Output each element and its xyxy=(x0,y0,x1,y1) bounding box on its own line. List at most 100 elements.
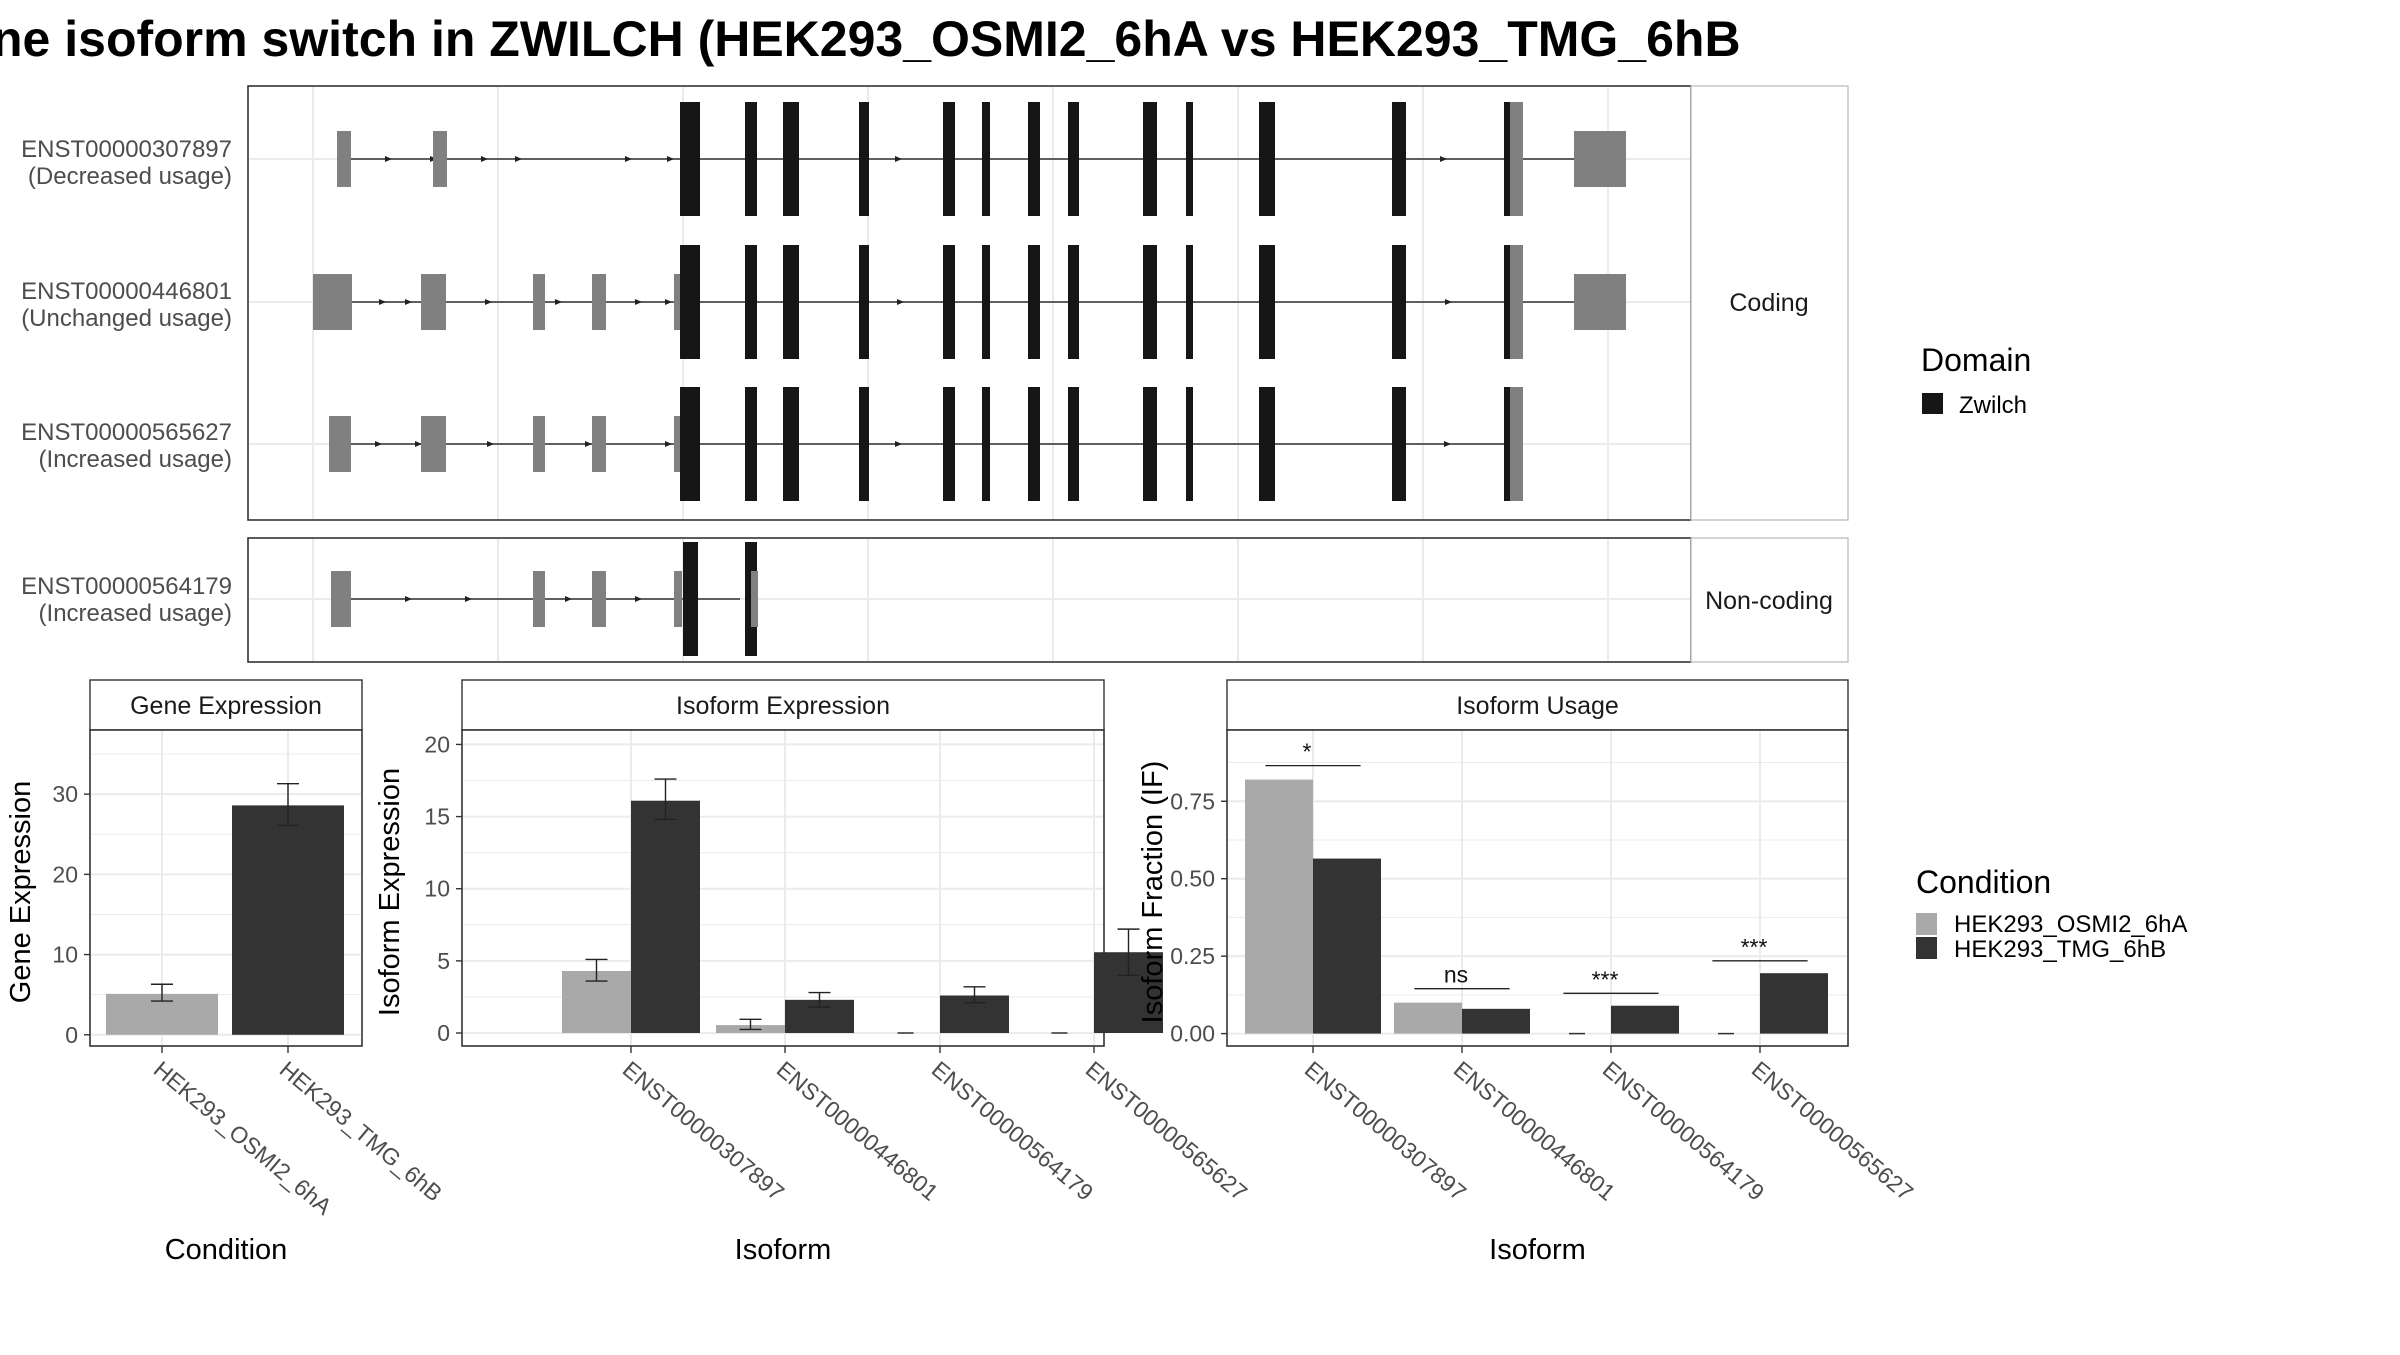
domain-legend-title: Domain xyxy=(1921,342,2031,378)
track-id-2: ENST00000446801 xyxy=(21,278,232,305)
domain-legend-swatch xyxy=(1922,393,1943,414)
chart-strip xyxy=(1226,679,1849,731)
exon-domain-zwilch xyxy=(1143,102,1157,216)
exon-domain-zwilch xyxy=(1392,102,1406,216)
facet-strip-noncoding xyxy=(1690,537,1849,663)
exon-domain-zwilch xyxy=(1068,387,1079,501)
strand-arrow xyxy=(555,299,562,305)
exon-noncoding xyxy=(1516,274,1523,330)
exon-utr xyxy=(1574,274,1626,330)
exon-noncoding xyxy=(421,416,446,472)
transcript-models xyxy=(249,87,1690,661)
significance-label: *** xyxy=(1592,966,1619,992)
exon-domain-zwilch xyxy=(859,387,869,501)
exon-domain-zwilch xyxy=(680,387,700,501)
facet-label-noncoding: Non-coding xyxy=(1705,587,1833,615)
exon-noncoding xyxy=(592,571,606,627)
strand-arrow xyxy=(635,596,642,602)
exon-noncoding xyxy=(331,571,351,627)
exon-utr xyxy=(1574,131,1626,187)
y-tick-label: 0 xyxy=(65,1022,78,1048)
exon-domain-zwilch xyxy=(982,245,990,359)
strand-arrow xyxy=(515,156,522,162)
exon-noncoding xyxy=(751,571,758,627)
condition-legend: Condition HEK293_OSMI2_6hA HEK293_TMG_6h… xyxy=(1916,864,2187,963)
y-tick-label: 0 xyxy=(437,1020,450,1046)
exon-domain-zwilch xyxy=(1143,245,1157,359)
exon-noncoding xyxy=(329,416,351,472)
transcript-model-1 xyxy=(337,102,1626,216)
exon-domain-zwilch xyxy=(1143,387,1157,501)
strand-arrow xyxy=(895,441,902,447)
strand-arrow xyxy=(585,441,592,447)
x-tick-label: ENST00000564179 xyxy=(1598,1056,1770,1206)
y-tick-label: 15 xyxy=(424,804,450,830)
exon-domain-zwilch xyxy=(1259,102,1275,216)
strand-arrow xyxy=(405,299,412,305)
y-tick-label: 20 xyxy=(52,861,78,887)
strand-arrow xyxy=(465,596,472,602)
y-axis-title: Isoform Fraction (IF) xyxy=(1137,761,1169,1024)
exon-noncoding xyxy=(674,416,680,472)
y-tick-label: 0.50 xyxy=(1170,866,1215,892)
y-axis-title: Gene Expression xyxy=(5,781,37,1003)
strand-arrow xyxy=(1444,441,1451,447)
facet-strip-coding xyxy=(1690,85,1849,521)
x-tick-label: ENST00000446801 xyxy=(772,1056,944,1206)
condition-legend-item-b: HEK293_TMG_6hB xyxy=(1954,936,2166,963)
strand-arrow xyxy=(665,299,672,305)
condition-legend-item-a: HEK293_OSMI2_6hA xyxy=(1954,911,2187,938)
exon-domain-zwilch xyxy=(1068,102,1079,216)
x-tick-label: ENST00000565627 xyxy=(1747,1056,1919,1206)
exon-domain-zwilch xyxy=(1504,102,1510,216)
exon-domain-zwilch xyxy=(1504,387,1510,501)
strand-arrow xyxy=(895,156,902,162)
exon-domain-zwilch xyxy=(943,102,955,216)
exon-domain-zwilch xyxy=(1392,387,1406,501)
significance-label: ns xyxy=(1444,962,1468,988)
exon-domain-zwilch xyxy=(783,245,799,359)
condition-legend-swatch-a xyxy=(1916,913,1937,935)
transcript-labels: ENST00000307897 (Decreased usage) ENST00… xyxy=(21,136,232,627)
track-usage-4: (Increased usage) xyxy=(39,600,232,627)
chart-strip-label: Isoform Expression xyxy=(676,692,890,720)
bar xyxy=(1462,1008,1530,1034)
exon-noncoding xyxy=(533,274,545,330)
bar xyxy=(1245,779,1313,1034)
track-id-1: ENST00000307897 xyxy=(21,136,232,163)
exon-domain-zwilch xyxy=(745,245,757,359)
strand-arrow xyxy=(1445,299,1452,305)
exon-domain-zwilch xyxy=(943,387,955,501)
exon-domain-zwilch xyxy=(1028,245,1040,359)
x-tick-label: ENST00000307897 xyxy=(1300,1056,1472,1206)
facet-label-coding: Coding xyxy=(1729,289,1808,317)
chart-strip-label: Isoform Usage xyxy=(1456,692,1619,720)
exon-noncoding xyxy=(442,131,447,187)
y-tick-label: 30 xyxy=(52,781,78,807)
transcript-model-4 xyxy=(331,542,758,656)
bar xyxy=(1760,973,1828,1034)
exon-domain-zwilch xyxy=(783,102,799,216)
significance-label: *** xyxy=(1741,934,1768,960)
exon-domain-zwilch xyxy=(1068,245,1079,359)
bar xyxy=(1313,858,1381,1034)
exon-noncoding xyxy=(340,131,351,187)
significance-label: * xyxy=(1303,739,1312,765)
exon-domain-zwilch xyxy=(683,542,698,656)
y-tick-label: 0.25 xyxy=(1170,943,1215,969)
exon-domain-zwilch xyxy=(745,387,757,501)
condition-legend-title: Condition xyxy=(1916,864,2051,900)
isoform-expression-chart: Isoform Expression 0 5 10 15 20 ENST0000030789… xyxy=(374,679,1252,1266)
y-tick-label: 0.00 xyxy=(1170,1021,1215,1047)
transcript-model-2 xyxy=(313,245,1626,359)
x-axis-title: Condition xyxy=(165,1234,288,1266)
exon-noncoding xyxy=(1516,416,1523,472)
y-tick-label: 5 xyxy=(437,948,450,974)
strand-arrow xyxy=(1440,156,1447,162)
exon-domain-zwilch xyxy=(1392,245,1406,359)
exon-domain-zwilch xyxy=(1259,245,1275,359)
figure-title: ne isoform switch in ZWILCH (HEK293_OSMI… xyxy=(0,11,1741,67)
strand-arrow xyxy=(667,156,674,162)
